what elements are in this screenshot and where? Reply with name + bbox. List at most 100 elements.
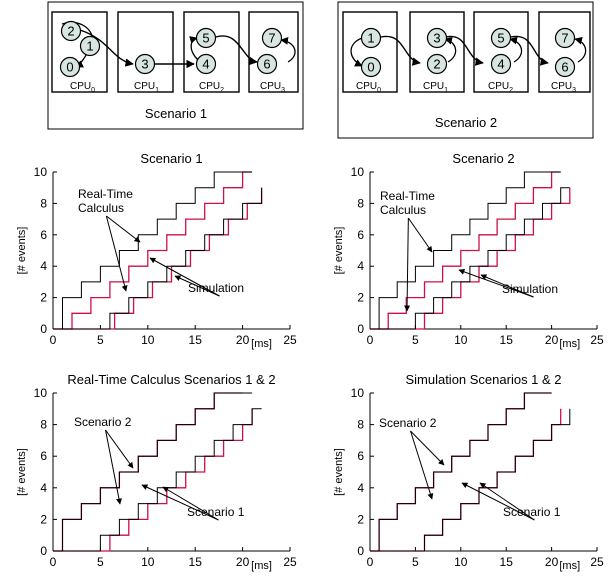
y-tick-label: 2 <box>357 512 364 526</box>
svg-text:2: 2 <box>67 24 74 39</box>
annotation-arrow <box>105 429 134 469</box>
task-node: 1 <box>360 27 382 49</box>
annotation-arrow <box>407 217 433 253</box>
series-line-black <box>53 408 262 552</box>
chart-title: Scenario 2 <box>452 151 514 166</box>
cpu-label: CPU1 <box>134 81 159 94</box>
task-edge <box>350 37 363 67</box>
svg-text:7: 7 <box>561 31 568 46</box>
svg-text:5: 5 <box>202 31 209 46</box>
y-tick-label: 0 <box>40 544 47 558</box>
scenario-1-frame <box>47 1 304 130</box>
scenario-caption: Scenario 2 <box>435 115 497 130</box>
cpu-box <box>248 11 299 93</box>
annotation-arrow <box>106 215 141 243</box>
annotation-arrow <box>105 429 122 505</box>
svg-text:1: 1 <box>367 31 374 46</box>
cpu-label: CPU3 <box>551 81 576 94</box>
series-line-black <box>53 171 253 330</box>
svg-text:0: 0 <box>66 60 73 75</box>
cpu-label: CPU1 <box>423 81 448 94</box>
y-tick-label: 6 <box>357 449 364 463</box>
y-tick-label: 4 <box>40 259 47 273</box>
annotation-label: Real-Time Calculus <box>78 187 133 215</box>
y-tick-label: 2 <box>40 291 47 305</box>
x-tick-label: 0 <box>50 555 57 569</box>
annotation-label: Real-Time Calculus <box>380 189 435 217</box>
scenario-caption: Scenario 1 <box>145 106 207 121</box>
annotation-arrow <box>105 215 128 292</box>
y-tick-label: 8 <box>357 196 364 210</box>
cpu-box <box>183 11 240 93</box>
x-tick-label: 25 <box>283 333 297 347</box>
task-node: 3 <box>134 53 156 75</box>
task-edge <box>189 36 199 61</box>
series-line-black <box>370 187 570 330</box>
y-tick-label: 4 <box>357 481 364 495</box>
cpu-label: CPU0 <box>70 81 95 94</box>
series-line-black <box>370 408 571 552</box>
series-line-black <box>370 392 552 552</box>
y-tick-label: 10 <box>351 165 365 179</box>
x-axis-label: [ms] <box>559 560 580 572</box>
annotation-arrow <box>141 484 219 521</box>
series-line-black <box>370 171 561 330</box>
series-line-red <box>53 171 253 330</box>
x-tick-label: 15 <box>500 333 514 347</box>
annotation-arrow <box>162 486 219 521</box>
y-tick-label: 10 <box>351 386 365 400</box>
x-tick-label: 10 <box>141 333 155 347</box>
annotation-arrow <box>479 482 535 521</box>
x-tick-label: 15 <box>189 333 203 347</box>
task-edge <box>444 36 457 63</box>
x-tick-label: 15 <box>189 555 203 569</box>
annotation-label: Scenario 2 <box>74 415 132 429</box>
y-tick-label: 2 <box>357 291 364 305</box>
svg-text:1: 1 <box>86 39 93 54</box>
svg-text:5: 5 <box>497 31 504 46</box>
x-tick-label: 0 <box>367 555 374 569</box>
svg-text:2: 2 <box>433 57 440 72</box>
x-tick-label: 5 <box>97 333 104 347</box>
cpu-box <box>538 11 591 93</box>
scenario-2-frame <box>337 1 594 139</box>
annotation-label: Scenario 1 <box>187 505 245 519</box>
x-tick-label: 10 <box>454 333 468 347</box>
cpu-box <box>342 11 398 93</box>
x-tick-label: 20 <box>545 333 559 347</box>
chart-title: Scenario 1 <box>140 151 202 166</box>
svg-text:4: 4 <box>497 57 504 72</box>
annotation-arrow <box>458 269 534 298</box>
x-tick-label: 5 <box>412 555 419 569</box>
y-tick-label: 0 <box>357 322 364 336</box>
annotation-label: Simulation <box>188 281 244 295</box>
annotation-arrow <box>461 482 535 521</box>
svg-text:7: 7 <box>268 31 275 46</box>
x-tick-label: 0 <box>367 333 374 347</box>
series-line-black <box>53 392 253 552</box>
y-axis-label: [# events] <box>16 448 28 496</box>
task-node: 3 <box>426 27 448 49</box>
task-node: 7 <box>261 27 283 49</box>
y-tick-label: 8 <box>40 196 47 210</box>
chart-title: Real-Time Calculus Scenarios 1 & 2 <box>67 372 275 387</box>
annotation-label: Scenario 1 <box>503 505 561 519</box>
cpu-label: CPU0 <box>356 81 381 94</box>
svg-text:6: 6 <box>561 60 568 75</box>
y-tick-label: 6 <box>357 228 364 242</box>
x-tick-label: 5 <box>97 555 104 569</box>
x-tick-label: 25 <box>590 333 604 347</box>
task-node: 6 <box>256 53 278 75</box>
task-node: 0 <box>360 56 382 78</box>
annotation-arrow <box>404 217 411 312</box>
task-edge <box>574 36 587 63</box>
y-axis-label: [# events] <box>16 227 28 275</box>
svg-text:3: 3 <box>433 31 440 46</box>
task-node: 0 <box>59 56 81 78</box>
y-tick-label: 6 <box>40 228 47 242</box>
task-node: 7 <box>554 27 576 49</box>
y-tick-label: 8 <box>357 418 364 432</box>
series-line-red <box>370 171 561 330</box>
x-tick-label: 20 <box>236 555 250 569</box>
